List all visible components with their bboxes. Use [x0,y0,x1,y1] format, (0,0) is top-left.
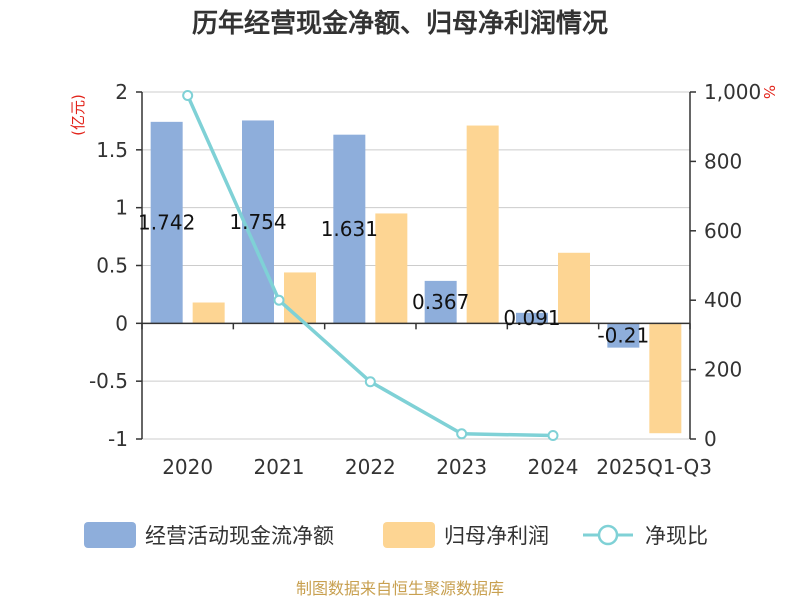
legend-marker-ratio [597,524,619,546]
right-tick-label: 200 [704,358,742,382]
ratio-point [182,89,194,101]
left-tick-label: 1 [115,196,128,220]
left-tick-label: -1 [108,427,128,451]
net-profit-bar [649,323,682,434]
right-tick-label: 400 [704,288,742,312]
x-tick-label: 2022 [345,455,396,479]
ratio-point [364,376,376,388]
left-tick-label: 0.5 [96,254,128,278]
chart-title: 历年经营现金净额、归母净利润情况 [192,8,608,39]
right-axis-ticks: 1,000 800 600 400 200 0 [704,80,761,451]
legend-swatch-net-profit [383,522,435,548]
cashflow-data-label: 1.754 [229,210,286,234]
cashflow-data-label: 0.091 [503,306,560,330]
ratio-point [547,430,559,442]
left-tick-label: 1.5 [96,138,128,162]
right-axis-unit: % [760,85,778,99]
net-profit-bar [284,272,316,324]
x-tick-label: 2020 [162,455,213,479]
legend-label-cashflow: 经营活动现金流净额 [145,524,334,548]
left-tick-label: 2 [115,80,128,104]
cashflow-bar [516,312,548,324]
legend-label-ratio: 净现比 [645,524,708,548]
left-axis-unit: (亿元) [69,94,87,136]
net-profit-bar [466,125,499,324]
cashflow-data-label: 1.631 [321,217,378,241]
legend-swatch-cashflow [84,522,136,548]
right-tick-label: 600 [704,219,742,243]
net-profit-bar [375,213,408,324]
data-labels: 1.742 1.754 1.631 0.367 0.091 -0.21 [138,210,649,348]
left-axis-ticks: 2 1.5 1 0.5 0 -0.5 -1 [89,80,128,451]
x-tick-label: 2025Q1-Q3 [596,455,712,479]
bars [150,120,682,434]
legend[interactable]: 经营活动现金流净额 归母净利润 净现比 [84,522,708,548]
cashflow-bar [242,120,274,324]
cashflow-bar [150,121,183,324]
right-tick-label: 1,000 [704,80,761,104]
left-tick-label: 0 [115,311,128,335]
x-axis-ticks: 2020 2021 2022 2023 2024 2025Q1-Q3 [162,455,712,479]
cashflow-data-label: 0.367 [412,290,469,314]
ratio-point [456,428,468,440]
legend-label-net-profit: 归母净利润 [444,524,549,548]
left-tick-label: -0.5 [89,369,128,393]
ratio-point [273,294,285,306]
axes [136,91,696,440]
source-note: 制图数据来自恒生聚源数据库 [296,579,504,598]
x-tick-label: 2024 [528,455,579,479]
right-tick-label: 0 [704,427,717,451]
cashflow-bar [333,134,366,324]
gridlines [142,91,690,440]
x-tick-label: 2021 [254,455,305,479]
cashflow-bar [607,323,640,348]
x-tick-label: 2023 [436,455,487,479]
net-profit-bar [192,302,225,324]
net-profit-bar [558,252,590,324]
cashflow-data-label: 1.742 [138,211,195,235]
cashflow-bar [424,280,457,324]
cashflow-data-label: -0.21 [597,323,649,347]
right-tick-label: 800 [704,149,742,173]
ratio-line-series [182,89,559,442]
